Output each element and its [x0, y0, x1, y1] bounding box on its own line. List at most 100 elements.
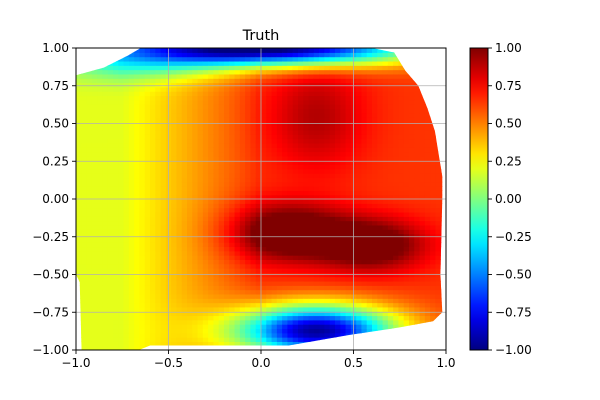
- heatmap-cell: [134, 52, 141, 58]
- heatmap-cell: [366, 173, 373, 179]
- heatmap-cell: [276, 129, 283, 135]
- heatmap-cell: [187, 125, 193, 131]
- heatmap-cell: [128, 78, 135, 84]
- heatmap-cell: [97, 332, 104, 338]
- heatmap-cell: [361, 60, 368, 66]
- heatmap-cell: [255, 78, 262, 84]
- heatmap-cell: [234, 276, 241, 282]
- heatmap-cell: [134, 60, 141, 66]
- heatmap-cell: [134, 48, 141, 53]
- heatmap-cell: [107, 69, 114, 75]
- heatmap-cell: [403, 229, 410, 235]
- heatmap-cell: [340, 263, 347, 269]
- heatmap-cell: [176, 73, 183, 79]
- heatmap-cell: [255, 293, 262, 299]
- heatmap-cell: [398, 164, 405, 170]
- heatmap-cell: [155, 250, 162, 256]
- heatmap-cell: [435, 164, 442, 170]
- heatmap-cell: [345, 108, 352, 114]
- heatmap-cell: [239, 138, 246, 144]
- heatmap-cell: [224, 181, 230, 187]
- heatmap-cell: [266, 302, 273, 308]
- heatmap-cell: [113, 151, 119, 157]
- heatmap-cell: [276, 233, 283, 239]
- heatmap-cell: [192, 181, 199, 187]
- heatmap-cell: [261, 341, 267, 347]
- heatmap-cell: [113, 233, 119, 239]
- heatmap-cell: [382, 108, 389, 114]
- heatmap-cell: [118, 160, 125, 166]
- heatmap-cell: [187, 173, 193, 179]
- heatmap-cell: [139, 332, 146, 338]
- heatmap-cell: [414, 91, 421, 97]
- heatmap-cell: [150, 199, 156, 204]
- heatmap-cell: [287, 73, 294, 79]
- heatmap-cell: [97, 263, 104, 269]
- heatmap-cell: [234, 99, 241, 105]
- heatmap-cell: [271, 220, 278, 226]
- heatmap-cell: [387, 160, 394, 166]
- heatmap-cell: [387, 280, 394, 286]
- heatmap-cell: [292, 56, 299, 62]
- heatmap-cell: [128, 155, 135, 161]
- colorbar-tick-label: −0.25: [495, 230, 532, 244]
- heatmap-cell: [356, 134, 363, 140]
- heatmap-cell: [382, 199, 389, 204]
- heatmap-cell: [128, 203, 135, 209]
- heatmap-cell: [213, 138, 220, 144]
- heatmap-cell: [128, 164, 135, 170]
- heatmap-cell: [160, 341, 167, 347]
- heatmap-cell: [245, 224, 252, 230]
- heatmap-cell: [308, 99, 315, 105]
- heatmap-cell: [113, 173, 119, 179]
- heatmap-cell: [144, 211, 151, 217]
- heatmap-cell: [298, 117, 304, 122]
- heatmap-cell: [430, 306, 437, 312]
- heatmap-cell: [409, 108, 415, 114]
- heatmap-cell: [303, 73, 310, 79]
- heatmap-cell: [271, 186, 278, 191]
- heatmap-cell: [139, 52, 146, 58]
- heatmap-cell: [128, 134, 135, 140]
- heatmap-cell: [255, 216, 262, 222]
- heatmap-cell: [382, 168, 389, 174]
- heatmap-cell: [245, 293, 252, 299]
- heatmap-cell: [398, 263, 405, 269]
- heatmap-cell: [335, 306, 341, 312]
- heatmap-cell: [335, 293, 341, 299]
- heatmap-cell: [155, 229, 162, 235]
- heatmap-cell: [113, 69, 119, 75]
- heatmap-cell: [271, 117, 278, 122]
- heatmap-cell: [430, 173, 437, 179]
- heatmap-cell: [298, 250, 304, 256]
- heatmap-cell: [435, 233, 442, 239]
- heatmap-cell: [134, 155, 141, 161]
- heatmap-cell: [298, 194, 304, 200]
- heatmap-cell: [282, 246, 289, 252]
- heatmap-cell: [150, 293, 156, 299]
- heatmap-cell: [271, 108, 278, 114]
- heatmap-cell: [134, 280, 141, 286]
- heatmap-cell: [176, 48, 183, 53]
- heatmap-cell: [419, 134, 426, 140]
- heatmap-cell: [419, 164, 426, 170]
- heatmap-cell: [187, 56, 193, 62]
- heatmap-cell: [76, 268, 82, 273]
- heatmap-cell: [292, 147, 299, 153]
- heatmap-cell: [329, 138, 336, 144]
- heatmap-cell: [298, 289, 304, 295]
- heatmap-cell: [271, 216, 278, 222]
- heatmap-cell: [430, 255, 437, 260]
- heatmap-cell: [192, 56, 199, 62]
- heatmap-cell: [187, 319, 193, 325]
- heatmap-cell: [298, 246, 304, 252]
- heatmap-cell: [440, 298, 443, 304]
- heatmap-cell: [181, 78, 188, 84]
- heatmap-cell: [372, 52, 378, 58]
- heatmap-cell: [86, 129, 93, 135]
- heatmap-cell: [255, 56, 262, 62]
- heatmap-cell: [340, 73, 347, 79]
- heatmap-cell: [197, 315, 204, 321]
- heatmap-cell: [155, 224, 162, 230]
- heatmap-cell: [398, 246, 405, 252]
